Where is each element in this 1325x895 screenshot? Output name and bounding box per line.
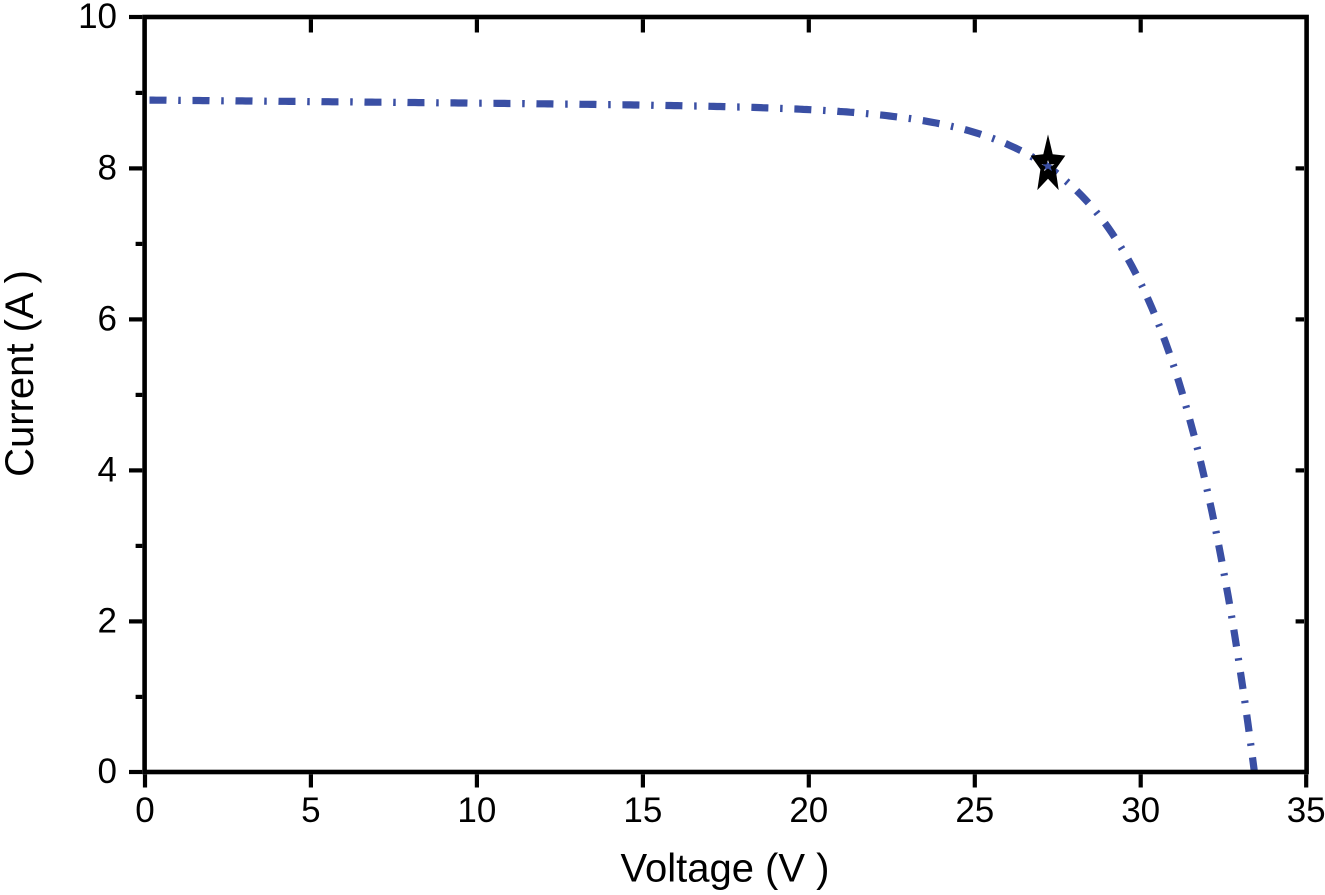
svg-text:6: 6 [98, 299, 117, 338]
svg-text:Voltage (V ): Voltage (V ) [620, 847, 829, 891]
svg-text:10: 10 [457, 791, 496, 830]
svg-text:30: 30 [1121, 791, 1160, 830]
svg-text:5: 5 [301, 791, 320, 830]
svg-text:25: 25 [955, 791, 994, 830]
svg-text:15: 15 [623, 791, 662, 830]
svg-text:4: 4 [98, 450, 117, 489]
svg-text:2: 2 [98, 601, 117, 640]
svg-text:10: 10 [78, 0, 117, 36]
svg-text:0: 0 [135, 791, 154, 830]
svg-text:8: 8 [98, 148, 117, 187]
svg-text:20: 20 [789, 791, 828, 830]
svg-text:Current (A ): Current (A ) [0, 270, 42, 477]
svg-text:0: 0 [98, 752, 117, 791]
svg-text:35: 35 [1287, 791, 1325, 830]
